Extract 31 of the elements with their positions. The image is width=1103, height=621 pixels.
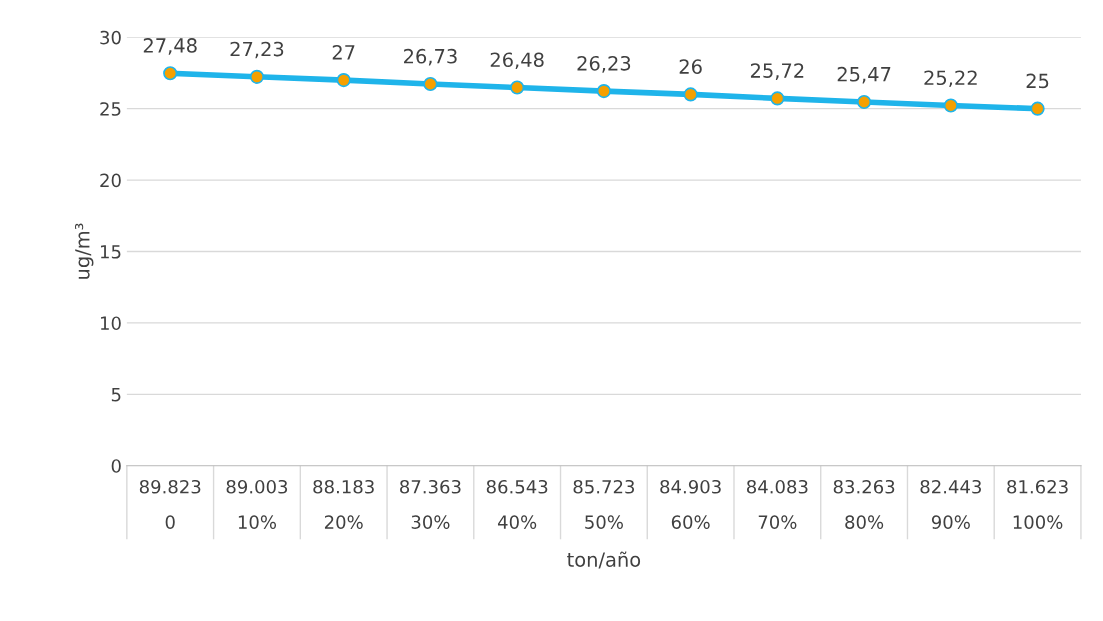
- x-tick-label: 83.263 80%: [833, 479, 895, 529]
- x-tick-label: 88.183 20%: [313, 479, 374, 529]
- x-tick-label: 86.543 40%: [486, 479, 548, 529]
- x-tick-label: 81.623 100%: [1007, 479, 1068, 529]
- data-label: 26,73: [404, 48, 457, 66]
- x-tick-label: 82.443 90%: [920, 479, 981, 529]
- x-tick-label: 89.003 10%: [226, 479, 288, 529]
- y-tick-label: 0: [111, 459, 121, 473]
- x-tick-label: 85.723 50%: [573, 479, 635, 529]
- x-axis-title: ton/año: [567, 551, 641, 569]
- x-tick-label: 89.823 0: [139, 479, 201, 529]
- data-label: 27: [332, 44, 355, 60]
- data-label: 25,22: [924, 70, 977, 88]
- data-label: 26,48: [490, 52, 544, 70]
- data-label: 26: [679, 59, 702, 74]
- x-tick-label: 84.903 60%: [660, 479, 721, 529]
- data-label: 25: [1026, 73, 1049, 89]
- y-tick-label: 30: [100, 30, 121, 45]
- data-label: 27,48: [143, 38, 197, 55]
- x-tick-label: 87.363 30%: [400, 479, 461, 529]
- y-tick-label: 25: [100, 102, 121, 116]
- data-label: 27,23: [230, 41, 284, 59]
- data-label: 25,72: [750, 63, 804, 80]
- y-tick-label: 10: [100, 316, 121, 331]
- y-tick-label: 15: [100, 245, 121, 259]
- data-label: 25,47: [837, 66, 891, 84]
- data-label: 26,23: [577, 55, 631, 73]
- x-tick-label: 84.083 70%: [747, 479, 808, 529]
- y-tick-label: 5: [111, 388, 121, 402]
- y-axis-title: ug/m³: [74, 223, 94, 279]
- y-tick-label: 20: [100, 173, 121, 188]
